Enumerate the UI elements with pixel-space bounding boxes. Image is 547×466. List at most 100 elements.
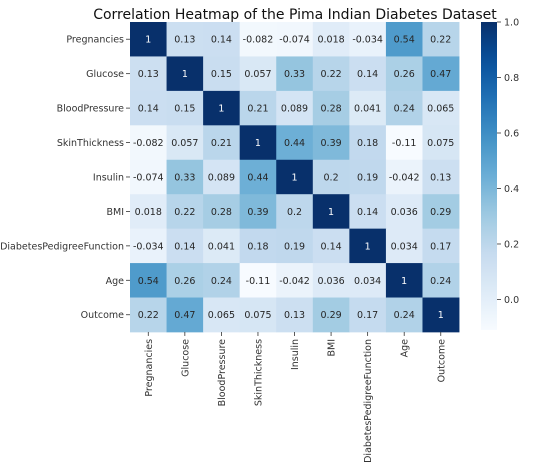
- cell-value-label: 0.14: [357, 69, 378, 80]
- heatmap-cell: [239, 56, 277, 92]
- cell-value-label: 0.018: [135, 207, 162, 218]
- heatmap-cell: [239, 263, 277, 298]
- y-tick-label: SkinThickness: [57, 138, 124, 149]
- cell-value-label: 0.14: [174, 241, 195, 252]
- cell-value-label: 0.034: [354, 276, 381, 287]
- colorbar-tick-label: 0.6: [504, 128, 519, 139]
- colorbar-tick-label: 0.4: [504, 184, 519, 195]
- cell-value-label: -0.042: [279, 276, 310, 287]
- cell-value-label: 0.089: [208, 172, 235, 183]
- y-tick-label: Insulin: [93, 172, 124, 183]
- cell-value-label: 0.018: [317, 35, 344, 46]
- colorbar-tick-label: 0.0: [504, 295, 519, 306]
- heatmap-cell: [166, 263, 204, 298]
- heatmap-cell: [239, 90, 277, 126]
- y-tick-label: Pregnancies: [66, 35, 124, 46]
- cell-value-label: 0.33: [174, 172, 195, 183]
- cell-value-label: 0.22: [430, 35, 451, 46]
- heatmap-cell: [312, 56, 350, 92]
- heatmap-cell: [385, 194, 423, 230]
- cell-value-label: 0.24: [430, 276, 451, 287]
- heatmap-cell: [385, 228, 423, 264]
- cell-value-label: 0.21: [211, 138, 232, 149]
- cell-value-label: 1: [328, 207, 334, 218]
- heatmap-cell: [349, 159, 387, 195]
- heatmap-cell: [422, 22, 460, 57]
- heatmap-cell: [130, 297, 167, 333]
- heatmap-cell: [203, 159, 241, 195]
- heatmap-cell: [312, 90, 350, 126]
- heatmap-cell: [422, 90, 460, 126]
- cell-value-label: 1: [182, 69, 188, 80]
- heatmap-cell: [276, 125, 314, 161]
- heatmap-cell: [385, 56, 423, 92]
- cell-value-label: 1: [255, 138, 261, 149]
- y-tick-label: BloodPressure: [57, 104, 125, 115]
- x-tick-label: Age: [400, 339, 411, 358]
- colorbar-tick-label: 0.8: [504, 73, 519, 84]
- cell-value-label: -0.074: [279, 35, 310, 46]
- cell-value-label: 0.2: [324, 172, 339, 183]
- cell-value-label: 0.15: [211, 69, 232, 80]
- heatmap-cell: [203, 22, 241, 57]
- cell-value-label: 0.034: [391, 241, 418, 252]
- heatmap-cell: [239, 159, 277, 195]
- heatmap-cell: [276, 56, 314, 92]
- cell-value-label: 0.065: [427, 104, 454, 115]
- cell-value-label: 0.14: [138, 104, 159, 115]
- cell-value-label: 0.29: [430, 207, 451, 218]
- heatmap-cell: [349, 263, 387, 298]
- heatmap-cell: [203, 56, 241, 92]
- heatmap-cell: [166, 159, 204, 195]
- cell-value-label: 0.13: [138, 69, 159, 80]
- cell-value-label: 0.041: [354, 104, 381, 115]
- cell-value-label: -0.042: [389, 172, 420, 183]
- heatmap-cell: [422, 194, 460, 230]
- heatmap-cell: [385, 159, 423, 195]
- heatmap-cell: [422, 228, 460, 264]
- x-tick-label: Glucose: [180, 339, 191, 377]
- cell-value-label: 0.54: [138, 276, 159, 287]
- y-tick-label: DiabetesPedigreeFunction: [0, 241, 124, 252]
- cell-value-label: -0.082: [133, 138, 164, 149]
- x-tick-label: BMI: [327, 339, 338, 357]
- heatmap-cell: [166, 22, 204, 57]
- heatmap-cell: [312, 125, 350, 161]
- cell-value-label: 0.18: [247, 241, 268, 252]
- heatmap-cell: [349, 194, 387, 230]
- cell-value-label: 0.041: [208, 241, 235, 252]
- heatmap-cell: [276, 297, 314, 333]
- heatmap-cell: [166, 228, 204, 264]
- heatmap-cell: [385, 297, 423, 333]
- heatmap-cell: [239, 125, 277, 161]
- cell-value-label: 0.14: [321, 241, 342, 252]
- heatmap-cell: [239, 194, 277, 230]
- cell-value-label: 0.54: [394, 35, 415, 46]
- cell-value-label: 0.24: [394, 104, 415, 115]
- heatmap-cell: [276, 228, 314, 264]
- y-tick-label: Age: [106, 276, 125, 287]
- x-tick-label: DiabetesPedigreeFunction: [363, 339, 374, 462]
- heatmap-cell: [312, 194, 350, 230]
- heatmap-cell: [349, 228, 387, 264]
- heatmap-cell: [239, 22, 277, 57]
- heatmap-cell: [422, 297, 460, 333]
- y-tick-label: Outcome: [81, 310, 125, 321]
- cell-value-label: 0.24: [394, 310, 415, 321]
- heatmap-cell: [276, 194, 314, 230]
- heatmap-cell: [385, 22, 423, 57]
- heatmap-cell: [130, 194, 167, 230]
- cell-value-label: 1: [438, 310, 444, 321]
- colorbar-gradient: [481, 22, 497, 330]
- heatmap-cell: [276, 22, 314, 57]
- cell-value-label: 0.13: [174, 35, 195, 46]
- heatmap-cell: [385, 263, 423, 298]
- cell-value-label: 0.22: [321, 69, 342, 80]
- cell-value-label: 1: [365, 241, 371, 252]
- heatmap-cell: [276, 263, 314, 298]
- cell-value-label: -0.034: [133, 241, 164, 252]
- cell-value-label: 0.19: [357, 172, 378, 183]
- cell-value-label: 0.2: [287, 207, 302, 218]
- cell-value-label: 0.18: [357, 138, 378, 149]
